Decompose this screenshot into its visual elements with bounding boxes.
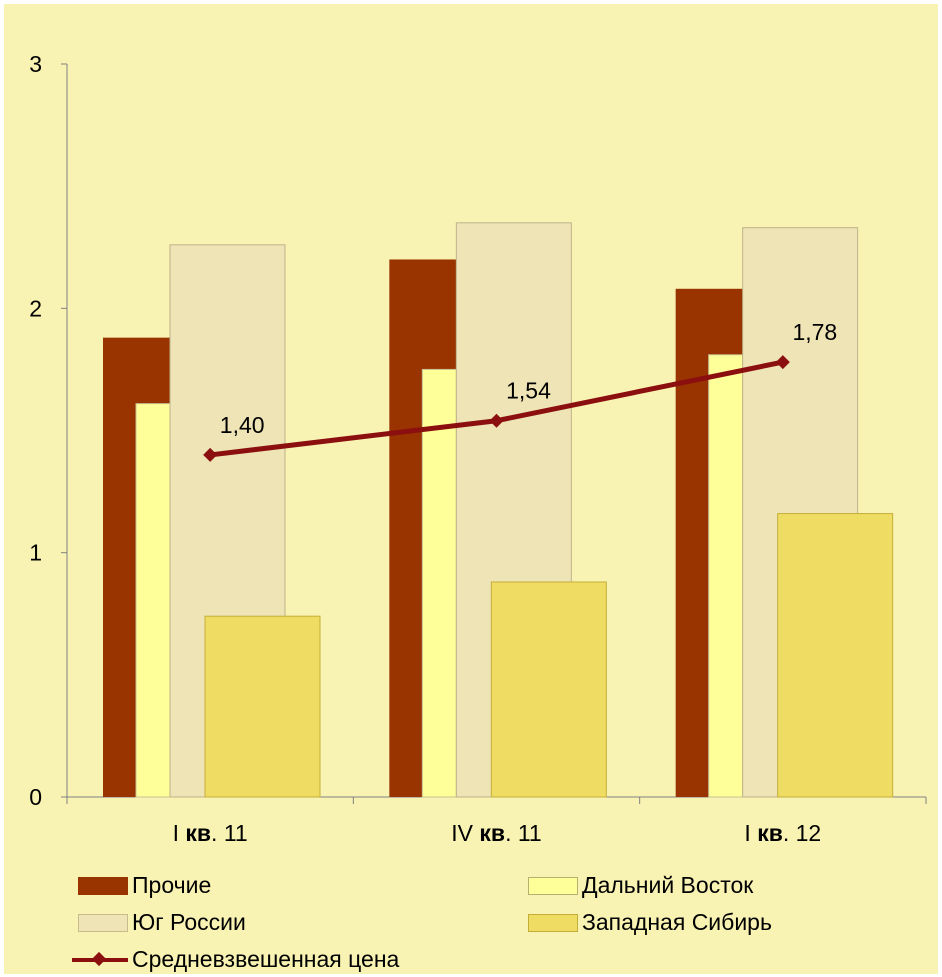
x-tick-label: I кв. 12 [744,820,821,846]
avg-price-data-label: 1,78 [792,319,837,345]
y-tick-label: 3 [29,51,42,77]
y-tick-label: 2 [29,295,42,321]
y-tick-label: 0 [29,784,42,810]
y-tick-label: 1 [29,540,42,566]
x-tick-label: IV кв. 11 [451,820,541,846]
x-tick-label: I кв. 11 [173,820,248,846]
bar-3-2 [777,513,894,798]
bar-3-1 [490,581,607,798]
avg-price-data-label: 1,54 [506,378,551,404]
avg-price-data-label: 1,40 [220,412,265,438]
bar-1-0 [135,403,171,798]
bar-1-2 [708,354,744,798]
bar-1-1 [421,368,457,798]
avg-price-point [203,447,218,462]
bar-3-0 [204,615,321,798]
avg-price-point [775,355,790,370]
avg-price-point [489,413,504,428]
